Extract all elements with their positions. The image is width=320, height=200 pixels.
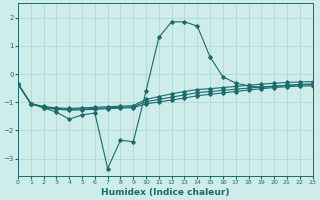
X-axis label: Humidex (Indice chaleur): Humidex (Indice chaleur) [101, 188, 229, 197]
